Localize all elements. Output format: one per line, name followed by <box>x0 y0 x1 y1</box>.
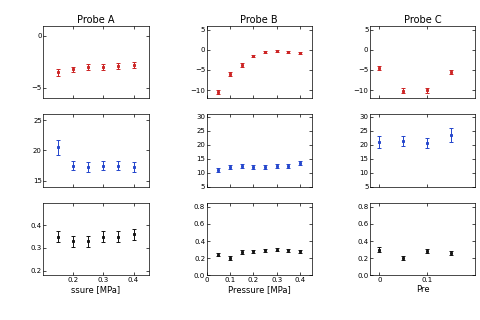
Title: Probe C: Probe C <box>404 15 441 25</box>
X-axis label: Pre: Pre <box>416 285 429 294</box>
Title: Probe A: Probe A <box>77 15 115 25</box>
Title: Probe B: Probe B <box>240 15 278 25</box>
X-axis label: Pressure [MPa]: Pressure [MPa] <box>228 285 290 294</box>
X-axis label: ssure [MPa]: ssure [MPa] <box>72 285 120 294</box>
